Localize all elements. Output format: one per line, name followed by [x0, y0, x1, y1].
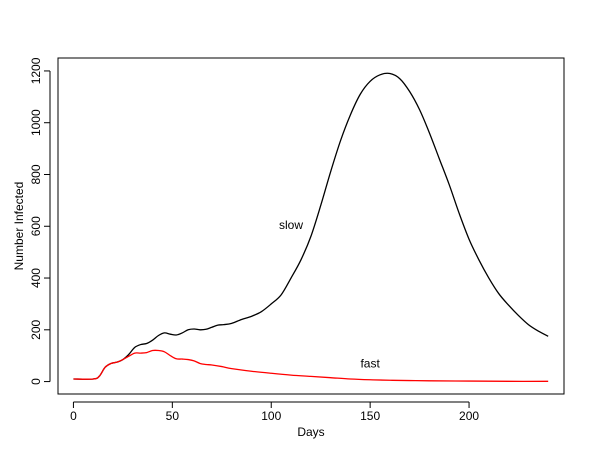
y-tick-label: 200 — [29, 319, 43, 339]
plot-frame — [57, 57, 565, 395]
y-tick-label: 1200 — [29, 57, 43, 84]
x-tick-label: 100 — [261, 409, 281, 423]
x-tick-label: 50 — [166, 409, 180, 423]
series-line-slow — [73, 72, 549, 380]
series-line-fast — [73, 349, 549, 382]
y-tick-label: 800 — [29, 164, 43, 184]
x-tick-label: 150 — [360, 409, 380, 423]
x-tick-label: 0 — [70, 409, 77, 423]
y-axis: 0 200 400 600 800 1000 1200 — [29, 57, 51, 385]
y-tick-label: 400 — [29, 268, 43, 288]
y-tick-label: 600 — [29, 216, 43, 236]
y-tick-label: 1000 — [29, 109, 43, 136]
y-tick-label: 0 — [29, 378, 43, 385]
series-layer — [73, 72, 549, 382]
x-axis-label: Days — [297, 425, 324, 439]
series-labels: slow fast — [279, 218, 380, 370]
series-label-fast: fast — [360, 356, 380, 370]
series-label-slow: slow — [279, 218, 303, 232]
x-tick-label: 200 — [459, 409, 479, 423]
x-axis: 0 50 100 150 200 — [70, 401, 479, 423]
y-axis-label: Number Infected — [12, 182, 26, 271]
